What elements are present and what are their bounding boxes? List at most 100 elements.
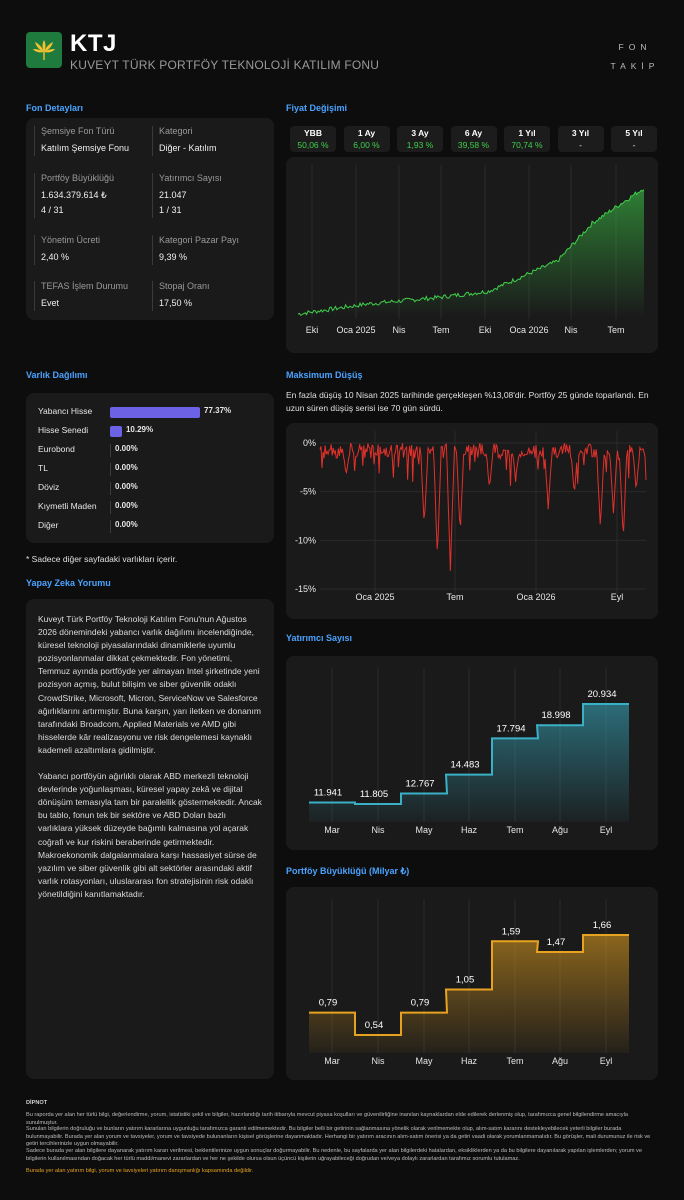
- x-tick-label: May: [415, 825, 433, 835]
- price-chart: Eki Oca 2025 Nis Tem Eki Oca 2026 Nis Tem: [297, 165, 645, 335]
- x-tick-label: Oca 2026: [516, 592, 555, 602]
- return-tab-4[interactable]: 1 Yıl 70,74 %: [504, 126, 550, 152]
- field-rank: 4 / 31: [41, 205, 64, 215]
- price-chart-panel: Eki Oca 2025 Nis Tem Eki Oca 2026 Nis Tem: [286, 157, 658, 353]
- asset-percent: 0.00%: [115, 501, 138, 510]
- x-tick-label: Nis: [565, 325, 578, 335]
- asset-name: Döviz: [38, 482, 60, 492]
- return-tab-0[interactable]: YBB 50,06 %: [290, 126, 336, 152]
- return-tab-2[interactable]: 3 Ay 1,93 %: [397, 126, 443, 152]
- field-label: Şemsiye Fon Türü: [41, 126, 115, 136]
- disclaimer-paragraph-2: Sunulan bilgilerin doğruluğu ve bunların…: [26, 1126, 651, 1148]
- investor-data-label: 14.483: [450, 760, 479, 771]
- return-tab-5[interactable]: 3 Yıl -: [557, 126, 604, 152]
- portfolio-data-label: 1,66: [593, 920, 612, 931]
- asset-name: Hisse Senedi: [38, 425, 89, 435]
- price-area: [298, 189, 644, 317]
- x-tick-label: Haz: [461, 1056, 478, 1066]
- field-value: 2,40 %: [41, 252, 70, 262]
- asset-row: Döviz 0.00%: [34, 480, 260, 497]
- x-tick-label: Mar: [324, 1056, 340, 1066]
- return-value: 39,58 %: [457, 140, 490, 150]
- investor-count-chart: Mar Nis May Haz Tem Ağu Eyl 11.941 11.805 12.767 1…: [309, 668, 629, 835]
- brand-line-2: TAKİP: [610, 61, 660, 71]
- field-umbrella-type: Şemsiye Fon Türü Katılım Şemsiye Fonu: [34, 126, 129, 156]
- max-drawdown-description: En fazla düşüş 10 Nisan 2025 tarihinde g…: [286, 390, 649, 413]
- asset-bar-baseline: [110, 444, 111, 457]
- investor-data-label: 17.794: [496, 723, 525, 734]
- y-tick-label: 0%: [303, 438, 316, 448]
- brand-line-1: FON: [618, 42, 652, 52]
- return-period-label: 1 Ay: [357, 128, 376, 138]
- disclaimer-paragraph-3: Sadece burada yer alan bilgilere dayanar…: [26, 1148, 642, 1162]
- portfolio-data-label: 1,59: [502, 926, 521, 937]
- field-value: Evet: [41, 298, 60, 308]
- portfolio-size-title: Portföy Büyüklüğü (Milyar ₺): [286, 866, 410, 876]
- x-tick-label: Oca 2025: [355, 592, 394, 602]
- return-tab-3[interactable]: 6 Ay 39,58 %: [450, 126, 497, 152]
- asset-note: * Sadece diğer sayfadaki varlıkları içer…: [26, 554, 178, 564]
- field-category-market-share: Kategori Pazar Payı 9,39 %: [152, 235, 239, 265]
- return-period-label: 3 Ay: [411, 128, 429, 138]
- x-tick-label: Eyl: [600, 1056, 613, 1066]
- brand-logo-text: FON TAKİP: [600, 38, 670, 76]
- asset-percent: 0.00%: [115, 520, 138, 529]
- ai-comment-paragraph-2: Yabancı portföyün ağırlıklı olarak ABD m…: [38, 771, 262, 899]
- portfolio-area: [309, 935, 629, 1053]
- return-period-label: 1 Yıl: [518, 128, 536, 138]
- portfolio-data-label: 1,47: [547, 937, 566, 948]
- field-value: 17,50 %: [159, 298, 193, 308]
- field-label: Kategori Pazar Payı: [159, 235, 240, 245]
- x-tick-label: Tem: [446, 592, 463, 602]
- field-label: Portföy Büyüklüğü: [41, 173, 115, 183]
- return-value: 50,06 %: [297, 140, 329, 150]
- max-drawdown-title: Maksimum Düşüş: [286, 370, 363, 380]
- y-tick-label: -5%: [300, 487, 316, 497]
- x-tick-label: Eki: [479, 325, 492, 335]
- return-tab-6[interactable]: 5 Yıl -: [611, 126, 657, 152]
- asset-percent: 0.00%: [115, 482, 138, 491]
- asset-bar-baseline: [110, 463, 111, 476]
- return-tab-1[interactable]: 1 Ay 6,00 %: [343, 126, 390, 152]
- fund-details-panel: Şemsiye Fon Türü Katılım Şemsiye Fonu Ka…: [26, 118, 274, 320]
- portfolio-size-chart-panel: Mar Nis May Haz Tem Ağu Eyl 0,79 0,54 0,79 1,05 1,5…: [286, 887, 658, 1080]
- return-period-label: 3 Yıl: [571, 128, 590, 138]
- fund-ticker: KTJ: [70, 30, 117, 57]
- investor-step-line: [309, 703, 629, 805]
- field-management-fee: Yönetim Ücreti 2,40 %: [34, 235, 100, 265]
- asset-bar: [110, 426, 122, 437]
- fund-full-name: KUVEYT TÜRK PORTFÖY TEKNOLOJİ KATILIM FO…: [70, 58, 380, 72]
- drawdown-chart: 0% -5% -10% -15% Oca 2025 Tem Oca 2026 Eyl: [295, 431, 647, 602]
- x-tick-label: Eki: [306, 325, 319, 335]
- x-tick-label: Tem: [506, 825, 523, 835]
- investor-data-label: 18.998: [541, 710, 570, 721]
- y-tick-label: -15%: [295, 584, 316, 594]
- price-change-title: Fiyat Değişimi: [286, 103, 348, 113]
- x-tick-label: Oca 2025: [336, 325, 375, 335]
- x-tick-label: Nis: [372, 825, 385, 835]
- field-label: Kategori: [159, 126, 193, 136]
- ai-comment-title: Yapay Zeka Yorumu: [26, 578, 111, 588]
- asset-bar-baseline: [110, 501, 111, 514]
- asset-percent: 0.00%: [115, 444, 138, 453]
- drawdown-line: [319, 442, 647, 571]
- asset-name: Eurobond: [38, 444, 75, 454]
- asset-percent: 0.00%: [115, 463, 138, 472]
- green-leaf-logo-icon: [33, 40, 55, 60]
- investor-chart-panel: Mar Nis May Haz Tem Ağu Eyl 11.941 11.805 12.767 1…: [286, 656, 658, 850]
- investor-area: [309, 704, 629, 822]
- asset-row: Kıymetli Maden 0.00%: [34, 499, 260, 516]
- investor-data-label: 20.934: [587, 689, 616, 700]
- x-tick-label: Ağu: [552, 825, 568, 835]
- field-label: TEFAS İşlem Durumu: [41, 281, 129, 291]
- x-tick-label: Mar: [324, 825, 340, 835]
- field-value: Katılım Şemsiye Fonu: [41, 143, 130, 153]
- return-period-label: 5 Yıl: [625, 128, 643, 138]
- return-value: 1,93 %: [406, 140, 434, 150]
- y-tick-label: -10%: [295, 535, 316, 545]
- asset-row: TL 0.00%: [34, 461, 260, 478]
- return-value: 6,00 %: [353, 140, 380, 150]
- field-tefas-status: TEFAS İşlem Durumu Evet: [34, 281, 128, 311]
- field-label: Yatırımcı Sayısı: [159, 173, 222, 183]
- asset-name: Kıymetli Maden: [38, 501, 97, 511]
